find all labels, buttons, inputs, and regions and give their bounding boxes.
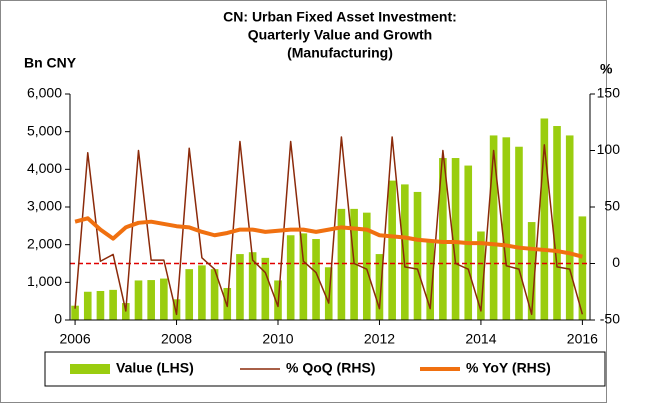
- bar: [261, 257, 270, 320]
- bar: [210, 269, 219, 320]
- x-tick-label: 2006: [59, 331, 90, 347]
- bar: [401, 184, 409, 320]
- legend-box: [44, 351, 606, 387]
- y2-tick-label: 150: [597, 85, 621, 101]
- x-tick-label: 2014: [465, 331, 496, 347]
- legend-label: % QoQ (RHS): [286, 360, 375, 376]
- x-tick-label: 2008: [161, 331, 192, 347]
- bar: [185, 269, 194, 320]
- bar: [286, 235, 295, 320]
- bar: [134, 280, 143, 320]
- y-axis-label: Bn CNY: [24, 55, 77, 71]
- bar: [388, 180, 396, 320]
- bar: [362, 212, 371, 320]
- title-line: CN: Urban Fixed Asset Investment:: [223, 9, 457, 25]
- legend-swatch: [70, 364, 110, 374]
- bar: [299, 233, 308, 320]
- legend-label: Value (LHS): [116, 360, 194, 376]
- bar: [578, 216, 587, 320]
- y2-axis-label: %: [600, 61, 613, 77]
- bar: [160, 278, 168, 320]
- bar: [553, 126, 561, 321]
- y-tick-label: 4,000: [27, 160, 62, 176]
- y-tick-label: 3,000: [27, 198, 62, 214]
- bar: [540, 118, 549, 320]
- y2-tick-label: 100: [597, 141, 621, 157]
- y2-tick-label: 0: [612, 254, 620, 270]
- bar: [83, 291, 92, 320]
- bar: [375, 254, 384, 320]
- bar: [477, 231, 485, 320]
- bar: [248, 252, 257, 320]
- bar: [515, 146, 523, 320]
- bar: [198, 265, 206, 320]
- bar: [451, 158, 460, 320]
- y-tick-label: 6,000: [27, 85, 62, 101]
- bar: [236, 254, 244, 320]
- bar: [439, 158, 447, 320]
- y2-tick-label: 50: [604, 198, 620, 214]
- bar: [96, 290, 105, 320]
- x-tick-label: 2012: [364, 331, 395, 347]
- bar: [426, 240, 434, 320]
- bar: [71, 305, 79, 320]
- bar: [413, 191, 422, 320]
- bar: [337, 208, 346, 320]
- title-line: (Manufacturing): [287, 45, 393, 61]
- y-tick-label: 1,000: [27, 273, 62, 289]
- x-tick-label: 2010: [262, 331, 293, 347]
- title-line: Quarterly Value and Growth: [248, 27, 432, 43]
- y-tick-label: 2,000: [27, 235, 62, 251]
- bar: [350, 208, 358, 320]
- bar: [109, 289, 117, 320]
- line: [74, 216, 583, 259]
- y-tick-label: 0: [54, 311, 62, 327]
- line: [74, 136, 584, 316]
- bar: [565, 135, 574, 320]
- y2-tick-label: -50: [600, 311, 620, 327]
- bar: [312, 239, 320, 320]
- bar: [147, 280, 155, 320]
- bar: [502, 137, 511, 320]
- bar: [489, 135, 498, 320]
- bar: [527, 222, 536, 320]
- y-tick-label: 5,000: [27, 122, 62, 138]
- legend-label: % YoY (RHS): [466, 360, 551, 376]
- x-tick-label: 2016: [567, 331, 598, 347]
